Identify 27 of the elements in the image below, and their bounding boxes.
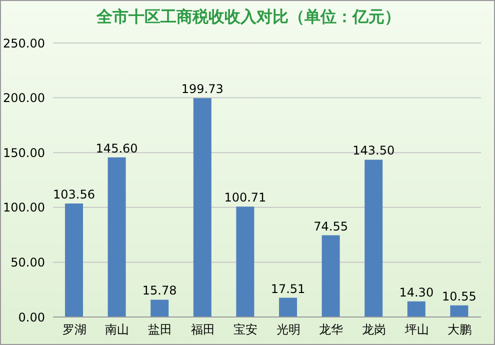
data-label: 100.71 bbox=[224, 190, 266, 205]
x-tick-label: 龙华 bbox=[319, 322, 344, 337]
y-tick-label: 50.00 bbox=[10, 255, 45, 270]
data-label: 145.60 bbox=[96, 141, 138, 156]
x-tick-label: 坪山 bbox=[404, 322, 429, 337]
y-tick-label: 250.00 bbox=[3, 36, 45, 50]
data-label: 15.78 bbox=[142, 284, 177, 298]
data-label: 17.51 bbox=[270, 282, 306, 296]
data-label: 103.56 bbox=[53, 188, 95, 202]
y-tick-label: 100.00 bbox=[3, 200, 45, 215]
data-label: 14.30 bbox=[399, 285, 434, 300]
y-tick-label: 200.00 bbox=[3, 91, 45, 106]
data-label: 10.55 bbox=[442, 289, 476, 304]
data-label: 74.55 bbox=[314, 219, 348, 234]
x-tick-label: 龙岗 bbox=[362, 322, 386, 337]
x-tick-label: 福田 bbox=[190, 322, 215, 337]
y-tick-label: 150.00 bbox=[3, 146, 45, 160]
data-label: 143.50 bbox=[352, 144, 395, 158]
chart-title: 全市十区工商税收收入对比（单位：亿元） bbox=[95, 7, 402, 28]
x-tick-label: 宝安 bbox=[234, 322, 258, 337]
x-tick-label: 南山 bbox=[105, 322, 130, 337]
x-tick-label: 罗湖 bbox=[62, 322, 86, 337]
x-tick-label: 大鹏 bbox=[448, 322, 472, 337]
x-tick-label: 盐田 bbox=[148, 322, 172, 337]
x-tick-label: 光明 bbox=[276, 322, 300, 337]
data-label: 199.73 bbox=[181, 82, 224, 96]
y-tick-label: 0.00 bbox=[18, 310, 45, 324]
